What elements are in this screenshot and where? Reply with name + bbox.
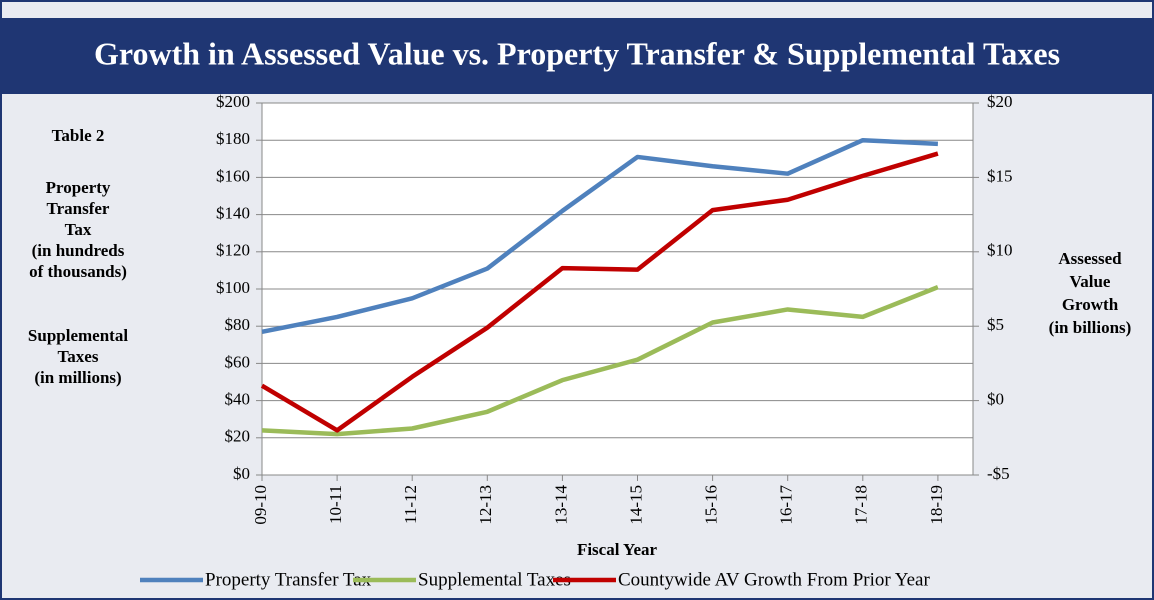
x-tick-label: 15-16 [702,485,721,525]
legend-label: Property Transfer Tax [205,569,372,590]
y2-tick-label: $15 [987,166,1013,185]
x-tick-label: 09-10 [251,485,270,525]
x-tick-label: 14-15 [626,485,645,525]
y-axis-label: Taxes [58,347,99,366]
y2-axis-label: (in billions) [1049,318,1132,337]
y2-axis-label: Assessed [1058,249,1122,268]
legend-label: Countywide AV Growth From Prior Year [618,569,930,590]
table-label: Table 2 [52,126,105,145]
y2-tick-label: $20 [987,92,1013,111]
y-axis-label: Property [46,178,111,197]
y2-axis-label: Growth [1062,295,1119,314]
y-tick-label: $100 [216,278,250,297]
y-tick-label: $0 [233,464,250,483]
y2-axis-label: Value [1070,272,1111,291]
y-axis-label: Supplemental [28,326,128,345]
y-tick-label: $60 [225,352,251,371]
y-tick-label: $140 [216,204,250,223]
y-tick-label: $160 [216,166,250,185]
y-axis-label: (in hundreds [32,241,125,260]
legend-label: Supplemental Taxes [418,569,571,590]
title-band [1,18,1153,94]
y2-tick-label: $0 [987,390,1004,409]
x-tick-label: 13-14 [551,485,570,525]
series-line [260,151,939,433]
x-tick-label: 17-18 [852,485,871,525]
x-axis-label: Fiscal Year [577,540,658,559]
y-tick-label: $200 [216,92,250,111]
y2-tick-label: -$5 [987,464,1010,483]
x-tick-label: 11-12 [401,485,420,524]
series-line [261,285,939,437]
series-line [261,137,939,334]
y2-tick-label: $10 [987,241,1013,260]
y-axis-label: of thousands) [29,262,127,281]
y-tick-label: $40 [225,390,251,409]
chart-title: Growth in Assessed Value vs. Property Tr… [94,35,1060,71]
y-axis-label: Transfer [47,199,110,218]
x-tick-label: 12-13 [476,485,495,525]
x-tick-label: 10-11 [326,485,345,524]
y2-tick-label: $5 [987,315,1004,334]
y-tick-label: $80 [225,315,251,334]
y-tick-label: $20 [225,427,251,446]
y-axis-label: Tax [65,220,92,239]
y-tick-label: $120 [216,241,250,260]
x-tick-label: 16-17 [777,485,796,525]
x-tick-label: 18-19 [927,485,946,525]
y-axis-label: (in millions) [34,368,121,387]
y-tick-label: $180 [216,129,250,148]
